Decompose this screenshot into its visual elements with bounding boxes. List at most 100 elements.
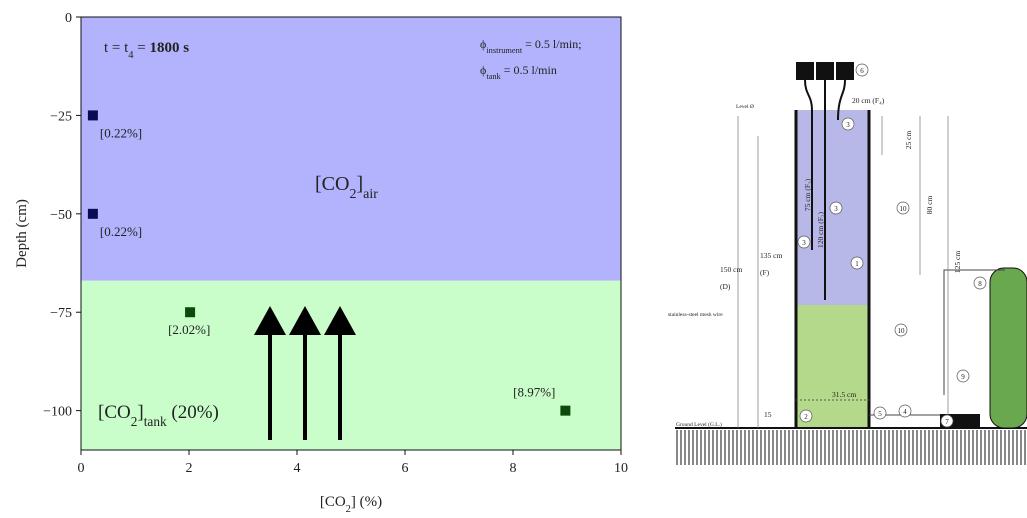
diagram-label: 15 bbox=[764, 410, 772, 419]
diagram: Level Ø 20 cm (F₄) 25 cm 80 cm 125 cm 150 cm (… bbox=[668, 62, 1027, 465]
diagram-label: 31.5 cm bbox=[832, 390, 856, 399]
arrows bbox=[254, 306, 356, 440]
marker-label: 1 bbox=[855, 260, 859, 268]
text-part: instrument bbox=[486, 46, 522, 55]
soil-column bbox=[796, 305, 869, 428]
marker-label: 10 bbox=[900, 205, 908, 213]
text-part: tank bbox=[486, 72, 501, 81]
diagram-label: Ground Level (G.L.) bbox=[676, 421, 722, 428]
text-part: = bbox=[134, 40, 150, 56]
marker-label: 10 bbox=[898, 327, 906, 335]
text-part: ] bbox=[137, 402, 143, 423]
marker-circle bbox=[855, 63, 869, 77]
x-tick-label: 2 bbox=[186, 461, 193, 476]
annotation: t = t4 = 1800 s bbox=[104, 40, 189, 61]
text-part: 2 bbox=[346, 504, 351, 515]
plot: [CO2]air[CO2]tank (20%)0 2 4 6 8 100−25−50−75… bbox=[14, 11, 628, 515]
arrow-head bbox=[254, 306, 286, 335]
y-tick-label: −100 bbox=[43, 405, 72, 420]
marker-circle bbox=[841, 117, 855, 131]
marker-circle bbox=[873, 406, 887, 420]
x-tick-label: 8 bbox=[510, 461, 517, 476]
y-tick-label: −50 bbox=[50, 208, 72, 223]
diagram-label: 20 cm (F₄) bbox=[852, 96, 885, 105]
x-tick-label: 10 bbox=[614, 461, 628, 476]
marker-label: 3 bbox=[834, 205, 838, 213]
sensor bbox=[796, 62, 814, 80]
marker-label: 9 bbox=[961, 373, 965, 381]
text-part: 2 bbox=[349, 187, 356, 202]
diagram-label: (D) bbox=[720, 282, 731, 291]
text-part: [CO bbox=[315, 173, 349, 195]
marker-circle bbox=[799, 409, 813, 423]
diagram-label: 25 cm bbox=[904, 131, 913, 150]
diagram-label: 125 cm bbox=[953, 251, 962, 273]
point-label: [8.97%] bbox=[513, 385, 555, 400]
text-part: ϕ bbox=[480, 37, 486, 51]
marker-label: 8 bbox=[978, 280, 982, 288]
marker-circle bbox=[896, 201, 910, 215]
marker-label: 4 bbox=[903, 408, 907, 416]
region-label: [CO2]tank (20%) bbox=[98, 402, 219, 429]
marker-circle bbox=[894, 323, 908, 337]
diagram-label: Level Ø bbox=[736, 104, 754, 110]
x-tick-label: 6 bbox=[402, 461, 409, 476]
diagram-label: 150 cm bbox=[720, 265, 742, 274]
diagram-label: 120 cm (F₂) bbox=[816, 212, 825, 248]
text-part: = 0.5 l/min bbox=[501, 63, 557, 77]
ground-hatch bbox=[676, 430, 1026, 465]
marker-label: 7 bbox=[945, 418, 949, 426]
text-part: tank bbox=[144, 414, 167, 429]
region bbox=[81, 17, 621, 281]
dimension-lines bbox=[737, 116, 949, 428]
arrow-head bbox=[289, 306, 321, 335]
text-part: ] bbox=[356, 173, 363, 195]
marker-circle bbox=[973, 276, 987, 290]
point bbox=[87, 208, 98, 219]
marker-circle bbox=[898, 404, 912, 418]
diagram-labels: Level Ø 20 cm (F₄) 25 cm 80 cm 125 cm 150 cm (… bbox=[668, 63, 987, 428]
text-part: [CO bbox=[98, 402, 131, 423]
gas-tank bbox=[989, 267, 1027, 429]
y-tick-label: −75 bbox=[50, 306, 72, 321]
diagram-label: (F) bbox=[760, 268, 770, 277]
marker-label: 5 bbox=[878, 410, 882, 418]
text-part: [CO bbox=[320, 494, 346, 510]
marker-label: 3 bbox=[846, 121, 850, 129]
x-tick-label: 0 bbox=[78, 461, 85, 476]
marker-circle bbox=[829, 201, 843, 215]
y-tick-label: −25 bbox=[50, 109, 72, 124]
marker-circle bbox=[956, 369, 970, 383]
y-axis-label: Depth (cm) bbox=[14, 199, 30, 268]
marker-label: 2 bbox=[804, 413, 808, 421]
diagram-label: 75 cm (F₃) bbox=[803, 178, 812, 211]
pipe bbox=[869, 269, 1005, 416]
marker-label: 6 bbox=[860, 67, 864, 75]
annotation: ϕinstrument = 0.5 l/min; bbox=[480, 37, 582, 55]
marker-circle bbox=[850, 256, 864, 270]
y-tick-label: 0 bbox=[65, 11, 72, 26]
text-part: 4 bbox=[128, 50, 134, 61]
point-label: [0.22%] bbox=[100, 224, 142, 239]
point-label: [0.22%] bbox=[100, 125, 142, 140]
text-part: air bbox=[363, 187, 378, 202]
region bbox=[81, 280, 621, 450]
text-part: ] (%) bbox=[351, 494, 382, 510]
arrow-head bbox=[324, 306, 356, 335]
text-part: t = t bbox=[104, 40, 129, 56]
text-part: 1800 s bbox=[150, 40, 190, 56]
sensor bbox=[816, 62, 834, 80]
text-part: ϕ bbox=[480, 63, 486, 77]
point bbox=[87, 110, 98, 121]
text-part: 2 bbox=[131, 414, 138, 429]
sensor bbox=[836, 62, 854, 80]
region-label: [CO2]air bbox=[315, 173, 378, 202]
diagram-label: 135 cm bbox=[760, 251, 782, 260]
marker-label: 3 bbox=[802, 239, 806, 247]
point bbox=[560, 405, 571, 416]
point-label: [2.02%] bbox=[168, 322, 210, 337]
text-part: = 0.5 l/min; bbox=[522, 37, 581, 51]
marker-circle bbox=[940, 414, 954, 428]
tubes bbox=[804, 79, 846, 300]
